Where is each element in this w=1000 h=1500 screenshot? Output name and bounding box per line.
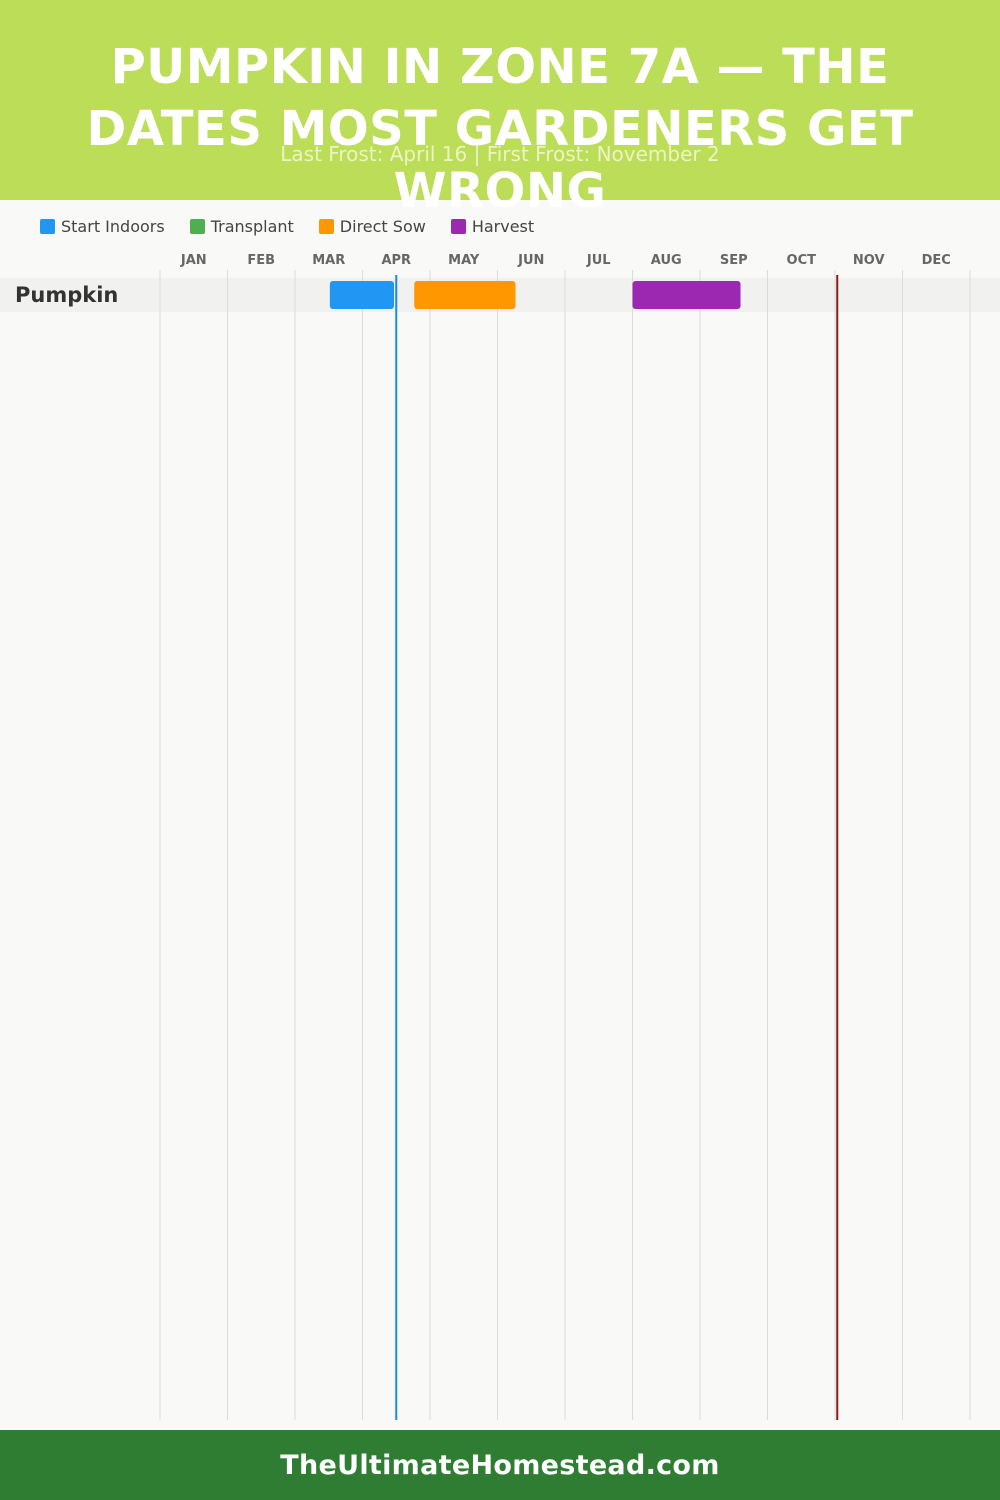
month-label-jul: JUL — [586, 253, 611, 268]
legend-swatch-harvest — [450, 218, 466, 234]
legend-item-harvest: Harvest — [450, 216, 535, 236]
month-label-may: MAY — [448, 253, 480, 268]
legend-swatch-start-indoors — [40, 218, 55, 234]
legend-label-transplant: Transplant — [210, 216, 294, 236]
legend-label-direct-sow: Direct Sow — [339, 216, 426, 236]
footer-site-link[interactable]: TheUltimateHomestead.com — [280, 1449, 720, 1481]
month-label-apr: APR — [381, 253, 411, 268]
legend-item-direct-sow: Direct Sow — [318, 216, 426, 236]
page-title: PUMPKIN IN ZONE 7A — THE DATES MOST GARD… — [86, 39, 914, 219]
crop-label-pumpkin: Pumpkin — [15, 283, 119, 307]
bar-harvest — [632, 281, 741, 309]
legend-item-start-indoors: Start Indoors — [40, 217, 165, 236]
legend-label-start-indoors: Start Indoors — [61, 216, 165, 236]
month-label-mar: MAR — [312, 253, 345, 268]
month-label-sep: SEP — [720, 253, 748, 268]
month-label-oct: OCT — [787, 253, 817, 268]
bar-start-indoors — [329, 281, 394, 309]
month-label-feb: FEB — [247, 253, 275, 268]
month-label-jun: JUN — [517, 253, 544, 268]
bar-direct-sow — [414, 281, 516, 309]
legend: Start Indoors Transplant Direct Sow Harv… — [40, 215, 559, 237]
month-label-aug: AUG — [651, 253, 682, 268]
legend-swatch-transplant — [189, 218, 205, 234]
month-label-jan: JAN — [180, 253, 207, 268]
month-label-nov: NOV — [853, 253, 885, 268]
month-label-dec: DEC — [922, 253, 951, 268]
legend-item-transplant: Transplant — [189, 216, 294, 236]
planting-calendar-chart: JAN FEB MAR APR MAY JUN JUL AUG SEP OCT NOV DEC — [159, 253, 971, 1420]
footer-banner: TheUltimateHomestead.com — [0, 1430, 1000, 1500]
frost-dates-subtitle: Last Frost: April 16 | First Frost: Nove… — [280, 142, 720, 166]
header-banner: PUMPKIN IN ZONE 7A — THE DATES MOST GARD… — [0, 0, 1000, 219]
legend-label-harvest: Harvest — [471, 216, 535, 236]
legend-swatch-direct-sow — [318, 218, 334, 234]
